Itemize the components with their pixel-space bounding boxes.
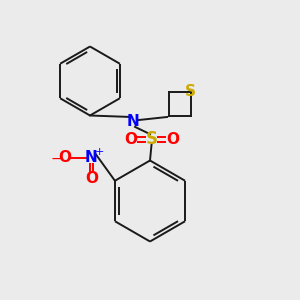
Text: −: − bbox=[50, 152, 62, 166]
Text: N: N bbox=[85, 150, 98, 165]
Text: N: N bbox=[127, 114, 140, 129]
Text: +: + bbox=[94, 147, 104, 157]
Text: S: S bbox=[185, 84, 196, 99]
Text: O: O bbox=[124, 132, 137, 147]
Text: S: S bbox=[146, 130, 158, 148]
Text: O: O bbox=[85, 171, 98, 186]
Text: O: O bbox=[58, 150, 71, 165]
Text: O: O bbox=[166, 132, 179, 147]
